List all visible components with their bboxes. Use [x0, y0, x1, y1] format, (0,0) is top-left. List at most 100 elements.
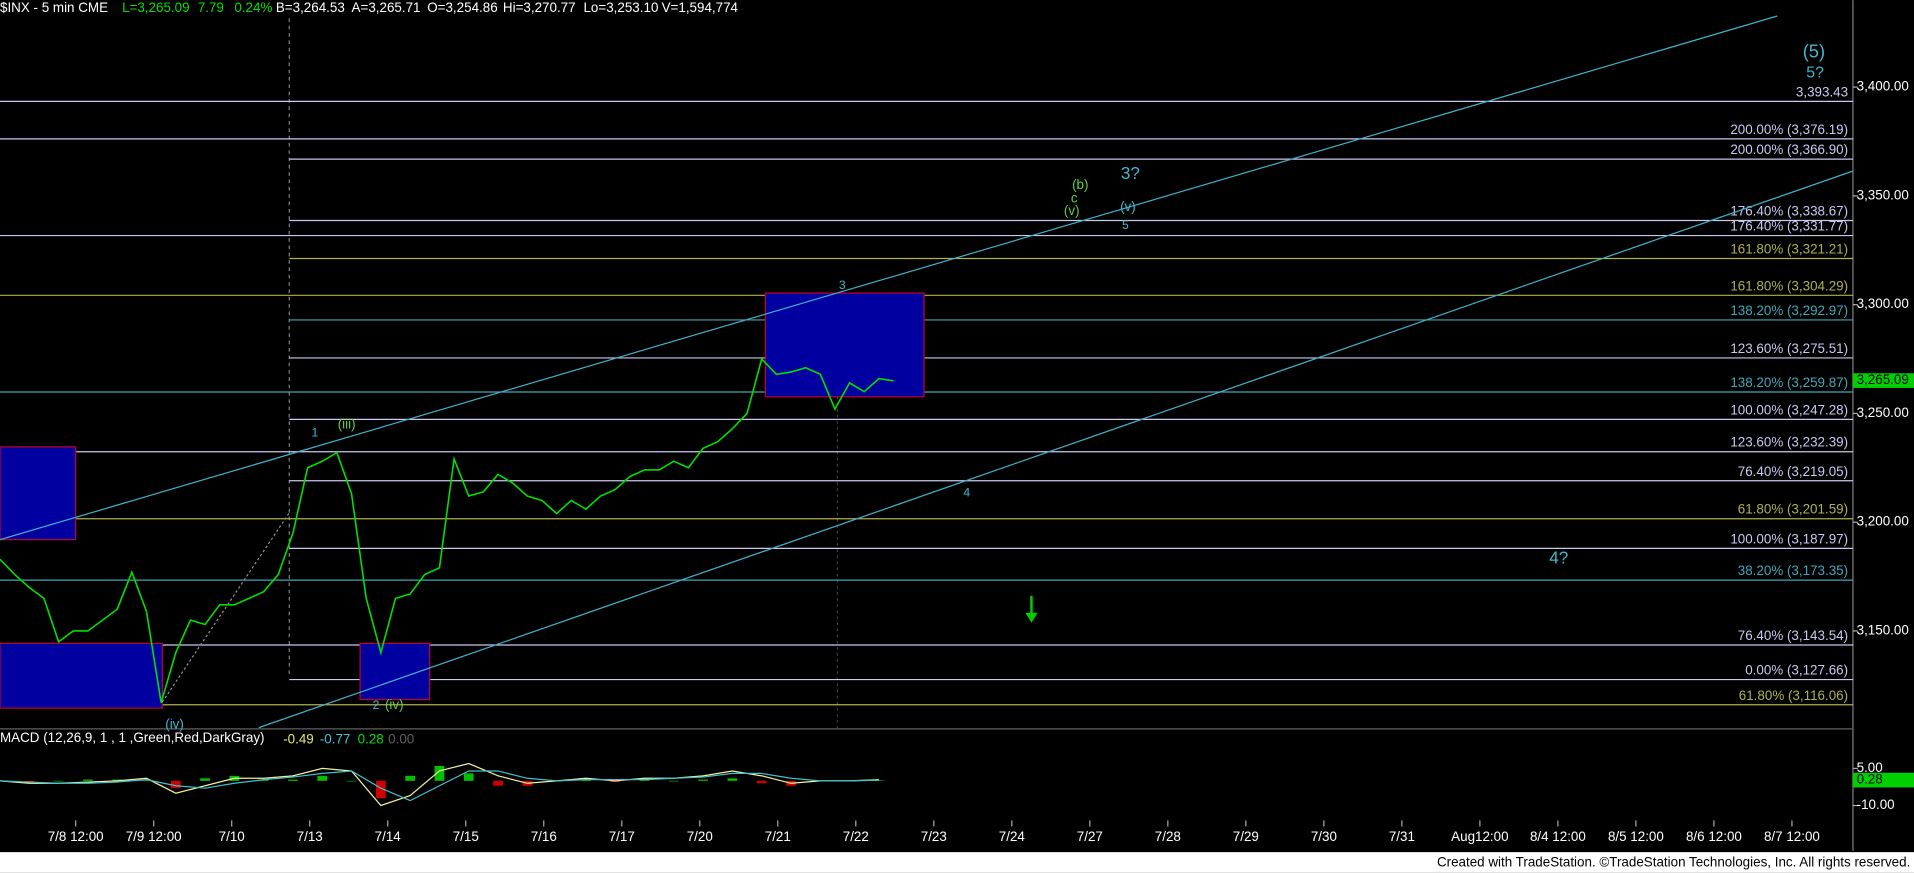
x-tick-label: 8/5 12:00 [1608, 829, 1664, 844]
y-tick-label: 3,200.00 [1857, 514, 1909, 529]
macd-hist-bar [405, 775, 416, 781]
wave-label: 2 [373, 698, 380, 712]
wave-label: (iv) [385, 697, 404, 712]
fib-label: 161.80% (3,321.21) [1730, 242, 1848, 257]
macd-hist-bar [727, 778, 738, 781]
wave-label: 4? [1549, 549, 1568, 568]
y-tick-label: 3,400.00 [1857, 79, 1909, 94]
fib-label: 0.00% (3,127.66) [1745, 663, 1848, 678]
x-tick-label: 7/13 [297, 829, 323, 844]
target-box [764, 292, 925, 398]
wave-label: 3 [839, 278, 846, 292]
header-field: V=1,594,774 [662, 0, 739, 15]
x-tick-label: 7/8 12:00 [48, 829, 104, 844]
fib-label: 100.00% (3,247.28) [1730, 402, 1848, 417]
macd-hist-bar [317, 775, 328, 781]
last-price-label: 3,265.09 [1857, 372, 1909, 387]
fib-label: 61.80% (3,201.59) [1738, 502, 1848, 517]
fib-label: 123.60% (3,232.39) [1730, 435, 1848, 450]
header-field: Lo=3,253.10 [583, 0, 658, 15]
macd-hist-bar [668, 780, 679, 782]
footer-bar [0, 852, 1914, 873]
macd-hist-bar [756, 780, 767, 784]
header-field: L=3,265.09 [122, 0, 189, 15]
macd-hist-bar [83, 779, 93, 781]
macd-hist-bar [53, 780, 64, 782]
macd-hist-bar [434, 765, 445, 781]
macd-hist-bar [288, 779, 298, 781]
macd-hist-bar [200, 778, 210, 781]
macd-hist-bar [493, 780, 503, 786]
macd-line [0, 770, 879, 802]
fib-label: 176.40% (3,338.67) [1730, 204, 1848, 219]
wave-label: 1 [312, 426, 319, 440]
x-tick-label: 7/21 [765, 829, 791, 844]
x-tick-label: 8/7 12:00 [1764, 829, 1820, 844]
macd-y-tick-label: -10.00 [1857, 797, 1895, 812]
x-tick-label: 8/4 12:00 [1530, 829, 1586, 844]
wave-label: (v) [1120, 199, 1136, 214]
y-tick-label: 3,150.00 [1857, 623, 1909, 638]
x-tick-label: 7/22 [843, 829, 869, 844]
x-tick-label: 7/17 [609, 829, 635, 844]
y-tick-label: 3,250.00 [1857, 405, 1909, 420]
macd-hist-bar [24, 780, 35, 783]
target-box [0, 642, 163, 709]
y-tick-label: 3,300.00 [1857, 296, 1909, 311]
fib-label: 176.40% (3,331.77) [1730, 219, 1848, 234]
macd-hist-bar [698, 779, 708, 781]
x-tick-label: 7/10 [219, 829, 245, 844]
wave-label: 4 [963, 485, 970, 499]
x-tick-label: 7/28 [1155, 829, 1181, 844]
x-tick-label: 7/27 [1077, 829, 1103, 844]
macd-last-tag [1852, 772, 1914, 788]
fib-label: 38.20% (3,173.35) [1738, 563, 1848, 578]
channel-line [258, 170, 1854, 729]
macd-readout: -0.49 [283, 731, 314, 746]
y-tick-label: 3,350.00 [1857, 187, 1909, 202]
wave-label: (b) [1072, 177, 1088, 192]
fib-label: 161.80% (3,304.29) [1730, 278, 1848, 293]
fib-label: 138.20% (3,292.97) [1730, 303, 1848, 318]
macd-hist-bar [375, 780, 386, 799]
wave-label: (5) [1803, 40, 1825, 61]
macd-readout: -0.77 [320, 731, 351, 746]
macd-hist-bar [346, 780, 357, 782]
macd-last-label: 0.28 [1857, 772, 1883, 787]
wave-label: (v) [1064, 203, 1080, 218]
fib-label: 76.40% (3,219.05) [1738, 464, 1848, 479]
x-tick-label: 7/20 [687, 829, 713, 844]
x-tick-label: 7/24 [999, 829, 1026, 844]
fib-label: 200.00% (3,376.19) [1730, 122, 1848, 137]
x-tick-label: 7/31 [1389, 829, 1415, 844]
header-field: 7.79 [198, 0, 224, 15]
header-field: B=3,264.53 [276, 0, 345, 15]
arrow-head [1025, 612, 1038, 623]
wave-label: (iv) [165, 717, 184, 732]
last-price-tag [1852, 373, 1914, 388]
fib-label: 200.00% (3,366.90) [1730, 142, 1848, 157]
macd-hist-bar [112, 779, 123, 781]
wave-label: c [1071, 191, 1078, 206]
header-field: Hi=3,270.77 [503, 0, 576, 15]
x-tick-label: 7/9 12:00 [126, 829, 182, 844]
header-field: A=3,265.71 [352, 0, 421, 15]
macd-readout: 0.28 [358, 731, 384, 746]
fib-label: 76.40% (3,143.54) [1738, 628, 1848, 643]
x-tick-label: Aug12:00 [1451, 829, 1508, 844]
x-tick-label: 7/16 [531, 829, 557, 844]
macd-y-tick-label: 5.00 [1857, 760, 1883, 775]
wave-label: 5? [1806, 65, 1824, 82]
x-tick-label: 7/30 [1311, 829, 1337, 844]
header-field: 0.24% [234, 0, 272, 15]
wave-label: 3? [1121, 164, 1140, 183]
header-field: O=3,254.86 [427, 0, 497, 15]
x-tick-label: 7/23 [921, 829, 947, 844]
macd-hist-bar [463, 773, 474, 781]
fib-label: 100.00% (3,187.97) [1730, 531, 1848, 546]
fib-label: 61.80% (3,116.06) [1739, 688, 1848, 703]
x-tick-label: 7/29 [1233, 829, 1259, 844]
